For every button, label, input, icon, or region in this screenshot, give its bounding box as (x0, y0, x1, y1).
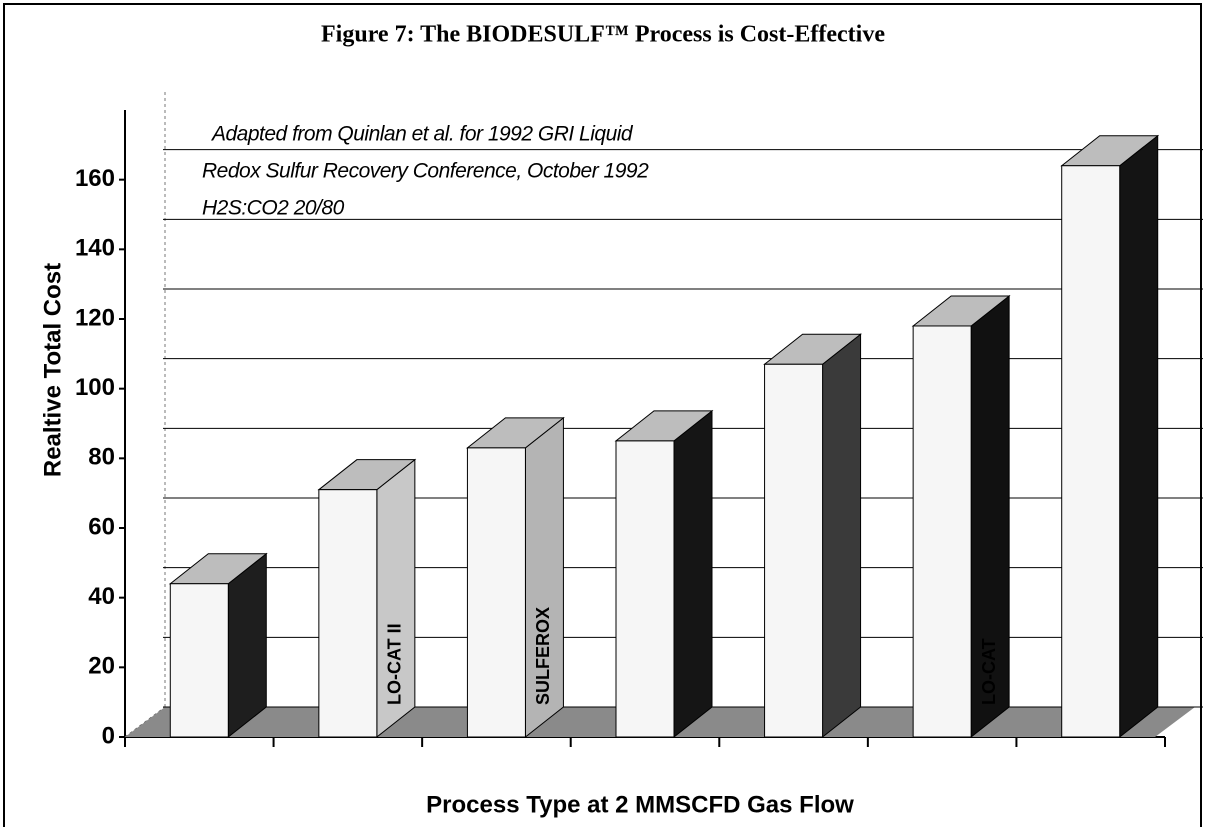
bar (912, 325, 972, 738)
y-tick-label: 80 (88, 444, 115, 471)
y-tick-label: 40 (88, 583, 115, 610)
bar-label: LO-CAT (979, 638, 999, 705)
y-tick-label: 140 (75, 235, 115, 262)
bar-label: SULFEROX (533, 607, 553, 705)
x-axis-label: Process Type at 2 MMSCFD Gas Flow (426, 791, 854, 818)
bar-side (822, 333, 862, 739)
annotation: H2S:CO2 20/80 (202, 197, 345, 220)
y-tick-label: 120 (75, 304, 115, 331)
y-tick-label: 60 (88, 513, 115, 540)
y-tick-label: 100 (75, 374, 115, 401)
bar (615, 440, 675, 738)
bar (466, 447, 526, 738)
bar-side (673, 409, 713, 739)
annotation: Redox Sulfur Recovery Conference, Octobe… (202, 160, 649, 183)
chart-title: Figure 7: The BIODESULF™ Process is Cost… (321, 22, 885, 48)
annotation: Adapted from Quinlan et al. for 1992 GRI… (210, 123, 634, 146)
bar-side (1119, 134, 1159, 739)
bar-label: LO-CAT II (385, 623, 405, 705)
bar (764, 363, 824, 738)
bar (169, 583, 229, 738)
bar (318, 489, 378, 738)
y-tick-label: 0 (102, 722, 115, 749)
y-axis-label: Realtive Total Cost (39, 263, 66, 477)
bar-side (227, 552, 267, 739)
y-tick-label: 160 (75, 165, 115, 192)
frame (3, 3, 1202, 827)
y-tick-label: 20 (88, 653, 115, 680)
bar (1061, 165, 1121, 738)
